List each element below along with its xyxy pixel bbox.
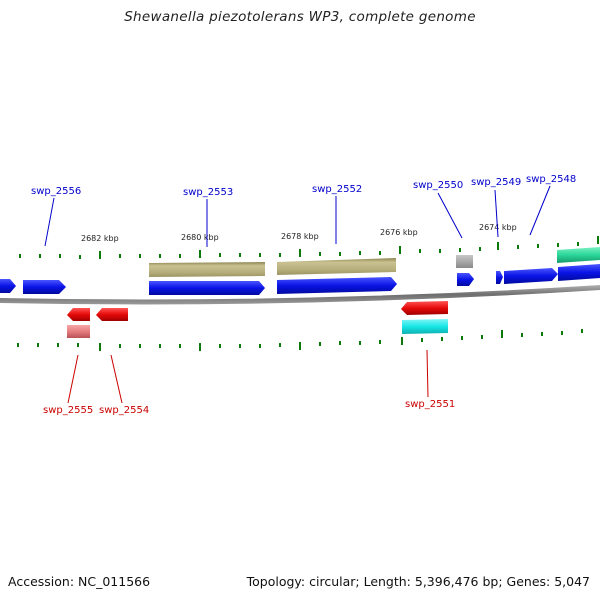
scale-label: 2682 kbp	[81, 234, 119, 243]
feature-bar[interactable]	[557, 247, 600, 263]
feature-bar[interactable]	[67, 325, 90, 338]
lower-tick-row	[17, 329, 583, 351]
gene-arrow-reverse[interactable]	[67, 308, 90, 321]
gene-label[interactable]: swp_2556	[31, 186, 81, 197]
forward-cds-track	[0, 264, 600, 295]
gene-arrow-forward[interactable]	[0, 279, 16, 293]
scale-label: 2676 kbp	[380, 228, 418, 237]
gene-arrow-reverse[interactable]	[401, 301, 448, 315]
reverse-leader-lines	[67, 349, 429, 404]
feature-bar[interactable]	[277, 258, 396, 275]
feature-bar[interactable]	[149, 262, 265, 277]
reverse-gene-labels: swp_2555 swp_2554 swp_2551	[43, 399, 455, 416]
accession-text: Accession: NC_011566	[8, 574, 151, 589]
feature-track-upper	[149, 247, 600, 277]
reverse-cds-track	[67, 301, 448, 321]
feature-track-lower	[67, 319, 448, 338]
gene-label[interactable]: swp_2549	[471, 177, 521, 188]
gene-arrow-reverse[interactable]	[96, 308, 128, 321]
gene-label[interactable]: swp_2550	[413, 180, 463, 191]
feature-bar[interactable]	[402, 319, 448, 334]
gene-arrow-forward[interactable]	[496, 271, 503, 284]
genome-title: Shewanella piezotolerans WP3, complete g…	[124, 9, 476, 25]
scale-label: 2680 kbp	[181, 233, 219, 242]
forward-leader-lines	[44, 185, 551, 247]
forward-gene-labels: swp_2556 swp_2553 swp_2552 swp_2550 swp_…	[31, 174, 576, 198]
upper-tick-row	[19, 236, 599, 259]
chromosome-backbone	[0, 285, 600, 305]
gene-label[interactable]: swp_2555	[43, 405, 93, 416]
gene-label[interactable]: swp_2551	[405, 399, 455, 410]
gene-label[interactable]: swp_2553	[183, 187, 233, 198]
gene-arrow-forward[interactable]	[149, 281, 265, 295]
genome-summary-text: Topology: circular; Length: 5,396,476 bp…	[246, 574, 590, 589]
gene-arrow-forward[interactable]	[558, 264, 600, 281]
gene-arrow-forward[interactable]	[504, 268, 558, 284]
gene-label[interactable]: swp_2552	[312, 184, 362, 195]
scale-label: 2678 kbp	[281, 232, 319, 241]
gene-label[interactable]: swp_2548	[526, 174, 576, 185]
feature-bar[interactable]	[456, 255, 473, 268]
gene-arrow-forward[interactable]	[23, 280, 66, 294]
gene-label[interactable]: swp_2554	[99, 405, 149, 416]
gene-arrow-forward[interactable]	[457, 273, 474, 286]
gene-arrow-forward[interactable]	[277, 277, 397, 294]
scale-labels: 2682 kbp 2680 kbp 2678 kbp 2676 kbp 2674…	[81, 223, 517, 243]
